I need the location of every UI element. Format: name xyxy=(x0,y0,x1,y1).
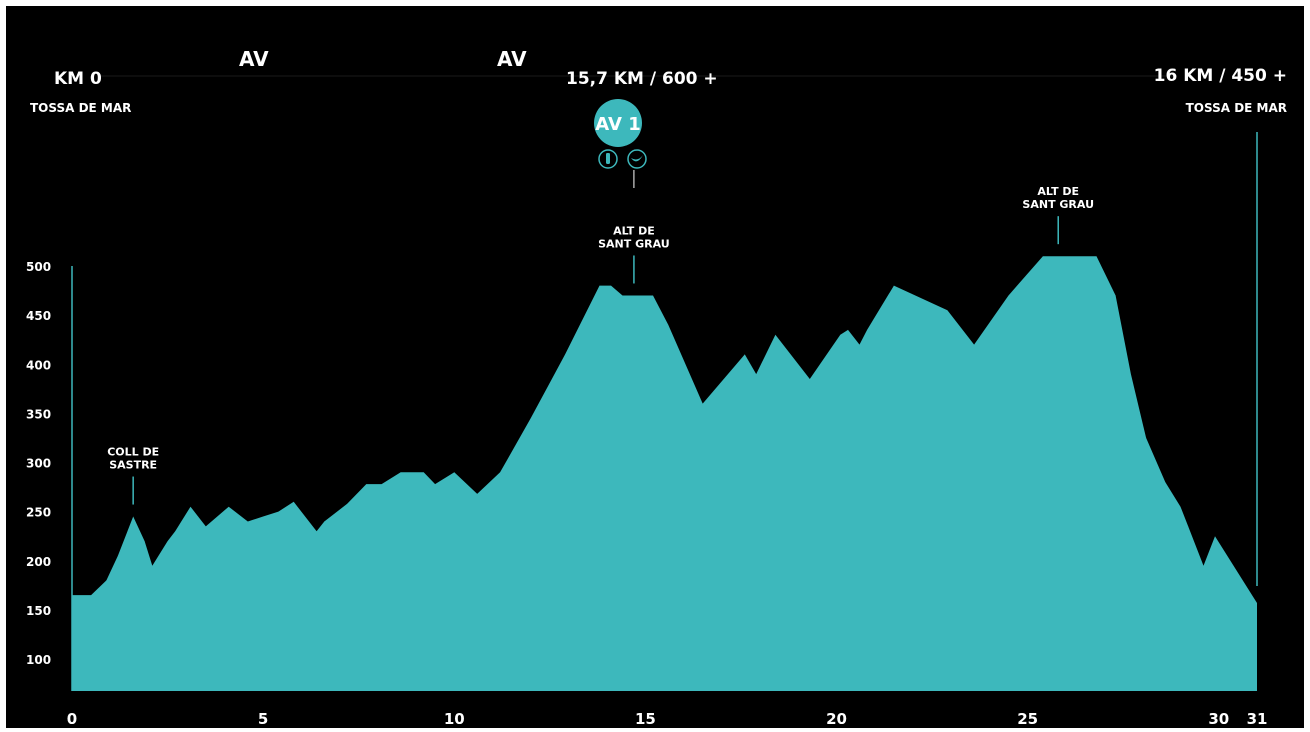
av-marker-2: AV xyxy=(497,47,527,71)
x-tick-label: 5 xyxy=(258,710,268,728)
elevation-area xyxy=(72,256,1257,691)
aid-station-badge: AV 1 xyxy=(594,99,642,147)
annotation-label: SASTRE xyxy=(109,459,157,472)
aid-station-circle xyxy=(594,99,642,147)
x-tick-label: 15 xyxy=(635,710,656,728)
y-tick-label: 150 xyxy=(26,604,51,618)
y-tick-label: 250 xyxy=(26,506,51,520)
y-tick-label: 400 xyxy=(26,358,51,372)
food-icon xyxy=(627,149,647,169)
x-tick-label: 31 xyxy=(1247,710,1268,728)
water-bottle-icon xyxy=(598,149,618,169)
x-tick-label: 20 xyxy=(826,710,847,728)
av-marker-1: AV xyxy=(239,47,269,71)
aid-station-badge-text: AV 1 xyxy=(595,114,640,135)
annotation-label: SANT GRAU xyxy=(1022,198,1094,211)
aid-station-distance-label: 15,7 KM / 600 + xyxy=(566,69,718,89)
y-tick-label: 300 xyxy=(26,457,51,471)
start-km-label: KM 0 xyxy=(54,69,102,89)
y-tick-label: 500 xyxy=(26,260,51,274)
finish-distance-label: 16 KM / 450 + xyxy=(1154,66,1287,86)
annotation-label: COLL DE xyxy=(107,446,159,459)
annotation-label: SANT GRAU xyxy=(598,237,670,250)
annotation-label: ALT DE xyxy=(1037,185,1079,198)
y-tick-label: 100 xyxy=(26,653,51,667)
y-tick-label: 200 xyxy=(26,555,51,569)
x-tick-label: 0 xyxy=(67,710,77,728)
y-tick-label: 350 xyxy=(26,407,51,421)
start-place-label: TOSSA DE MAR xyxy=(30,101,131,115)
elevation-profile-panel: KM 0 TOSSA DE MAR AV AV 15,7 KM / 600 + … xyxy=(6,6,1304,728)
elevation-profile-chart: KM 0 TOSSA DE MAR AV AV 15,7 KM / 600 + … xyxy=(26,47,1287,728)
x-tick-label: 25 xyxy=(1017,710,1038,728)
finish-place-label: TOSSA DE MAR xyxy=(1186,101,1287,115)
annotation-label: ALT DE xyxy=(613,224,655,237)
x-tick-label: 10 xyxy=(444,710,465,728)
x-tick-label: 30 xyxy=(1208,710,1229,728)
y-tick-label: 450 xyxy=(26,309,51,323)
